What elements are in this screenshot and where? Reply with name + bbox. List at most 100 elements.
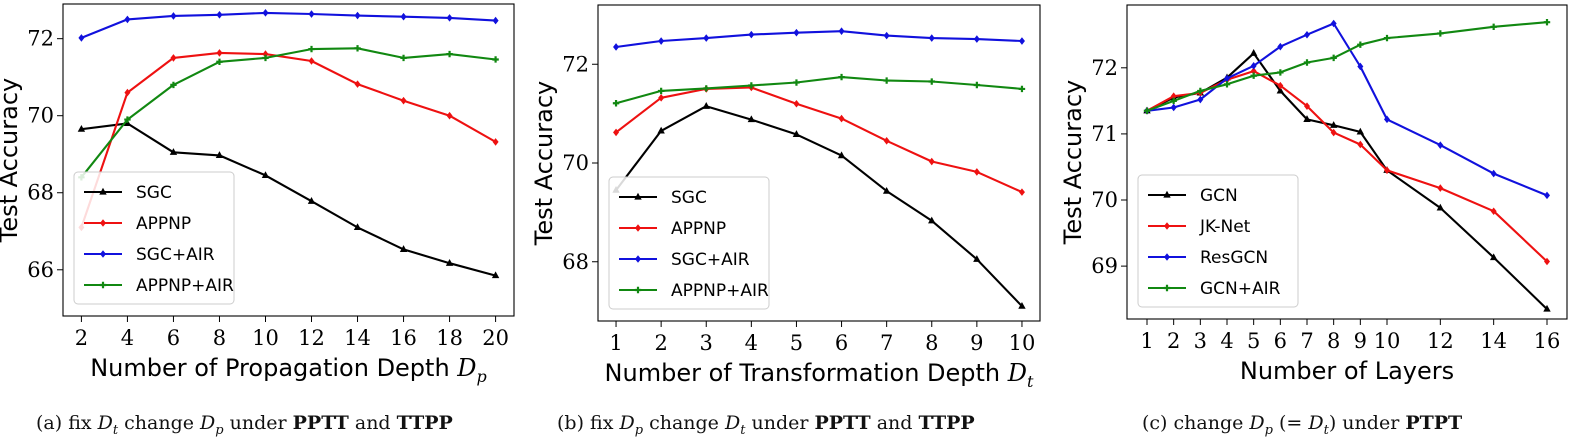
panel-c-xlabel: Number of Layers: [1240, 357, 1454, 385]
panel-b-xlabel-subscript: t: [1027, 372, 1034, 391]
data-point: [613, 43, 620, 51]
data-point: [216, 49, 223, 57]
data-point: [1303, 115, 1311, 122]
panel-b-legend: SGC APPNP SGC+AIR APPNP+AIR: [608, 176, 770, 310]
panel-a-xtick-label: 16: [390, 326, 417, 350]
panel-b-series-sgc: [612, 102, 1026, 309]
legend-label: JK-Net: [1199, 217, 1251, 237]
data-point: [262, 50, 269, 58]
data-point: [1250, 67, 1257, 75]
data-point: [307, 197, 316, 204]
series-line: [1146, 22, 1548, 197]
panel-a-ytick-label: 66: [27, 258, 54, 282]
data-point: [400, 54, 407, 62]
panel-b-series-sgc-air: [613, 27, 1025, 51]
data-point: [883, 31, 890, 40]
panel-c-xtick-label: 8: [1327, 329, 1340, 353]
data-point: [973, 81, 981, 89]
data-point: [1018, 85, 1026, 93]
data-point: [353, 223, 362, 231]
data-point: [78, 34, 85, 42]
data-point: [1223, 81, 1231, 88]
panel-b-xtick-label: 6: [835, 331, 848, 355]
series-line: [615, 30, 1023, 49]
data-point: [703, 34, 710, 42]
data-point: [77, 124, 86, 132]
data-point: [838, 73, 845, 81]
panel-c-xtick-label: 16: [1534, 329, 1561, 353]
caption-c-mid2: ) under: [1328, 412, 1406, 434]
data-point: [354, 45, 361, 52]
panel-a-xlabel-subscript: p: [477, 367, 487, 386]
data-point: [702, 102, 710, 109]
panel-c-xtick-label: 5: [1247, 329, 1260, 353]
legend-label: SGC: [136, 183, 172, 203]
data-point: [928, 216, 936, 224]
data-point: [124, 88, 131, 97]
data-point: [928, 157, 935, 166]
panel-b-xtick-label: 1: [609, 331, 622, 355]
data-point: [1018, 37, 1025, 45]
data-point: [308, 45, 315, 53]
data-point: [262, 9, 269, 17]
data-point: [612, 100, 620, 107]
data-point: [1018, 301, 1026, 309]
data-point: [1490, 207, 1497, 216]
panel-a-ytick-label: 72: [27, 27, 54, 51]
data-point: [1329, 121, 1338, 128]
panel-a-xtick-label: 4: [121, 326, 134, 350]
data-point: [1170, 92, 1177, 101]
caption-b-bold1: PPTT: [814, 412, 871, 434]
caption-a-pre: (a) fix: [36, 412, 98, 434]
data-point: [1437, 184, 1444, 192]
panel-c-ytick-label: 70: [1091, 188, 1118, 212]
legend-swatch-marker: [1163, 190, 1171, 198]
legend-label: APPNP: [671, 219, 726, 239]
data-point: [262, 54, 269, 62]
caption-c-pre: (c) change: [1142, 412, 1250, 434]
panel-a-ytick-label: 70: [27, 104, 54, 128]
caption-b-sub1: p: [634, 422, 644, 438]
panel-b-xtick-label: 7: [880, 331, 893, 355]
legend-swatch-marker: [635, 255, 641, 263]
panel-c-axes-frame: [1126, 4, 1568, 320]
legend-swatch-marker: [100, 250, 106, 258]
data-point: [124, 15, 131, 24]
panel-a-series-appnp-air: [78, 45, 499, 181]
data-point: [216, 10, 223, 19]
data-point: [838, 114, 845, 123]
panel-c-ytick-label: 71: [1091, 122, 1118, 146]
caption-c-mid1: (=: [1272, 412, 1309, 434]
panel-a-xlabel: Number of Propagation Depth Dp: [90, 354, 487, 386]
data-point: [1543, 18, 1551, 26]
data-point: [973, 35, 980, 43]
data-point: [658, 37, 665, 45]
data-point: [1543, 304, 1551, 312]
data-point: [1544, 191, 1550, 200]
caption-a-var2: D: [200, 412, 216, 434]
data-point: [1330, 54, 1337, 62]
panel-a-axes-frame: [62, 3, 515, 317]
data-point: [492, 138, 499, 146]
data-point: [1330, 19, 1337, 28]
data-point: [1277, 81, 1284, 90]
data-point: [124, 116, 131, 123]
data-point: [1143, 107, 1151, 114]
caption-b-mid2: under: [745, 412, 815, 434]
data-point: [1250, 72, 1257, 79]
panel-a-xtick-label: 2: [75, 326, 88, 350]
series-line: [81, 11, 496, 39]
legend-label: SGC+AIR: [671, 250, 750, 270]
data-point: [1277, 69, 1284, 76]
data-point: [1170, 103, 1177, 112]
panel-a-xtick-label: 20: [482, 326, 509, 350]
panel-c-xtick-label: 2: [1167, 329, 1180, 353]
panel-c-ytick-label: 72: [1091, 56, 1118, 80]
data-point: [928, 34, 935, 42]
data-point: [446, 14, 453, 22]
caption-b: (b) fix Dp change Dt under PPTT and TTPP: [557, 412, 975, 442]
data-point: [1384, 166, 1390, 175]
data-point: [308, 57, 315, 65]
